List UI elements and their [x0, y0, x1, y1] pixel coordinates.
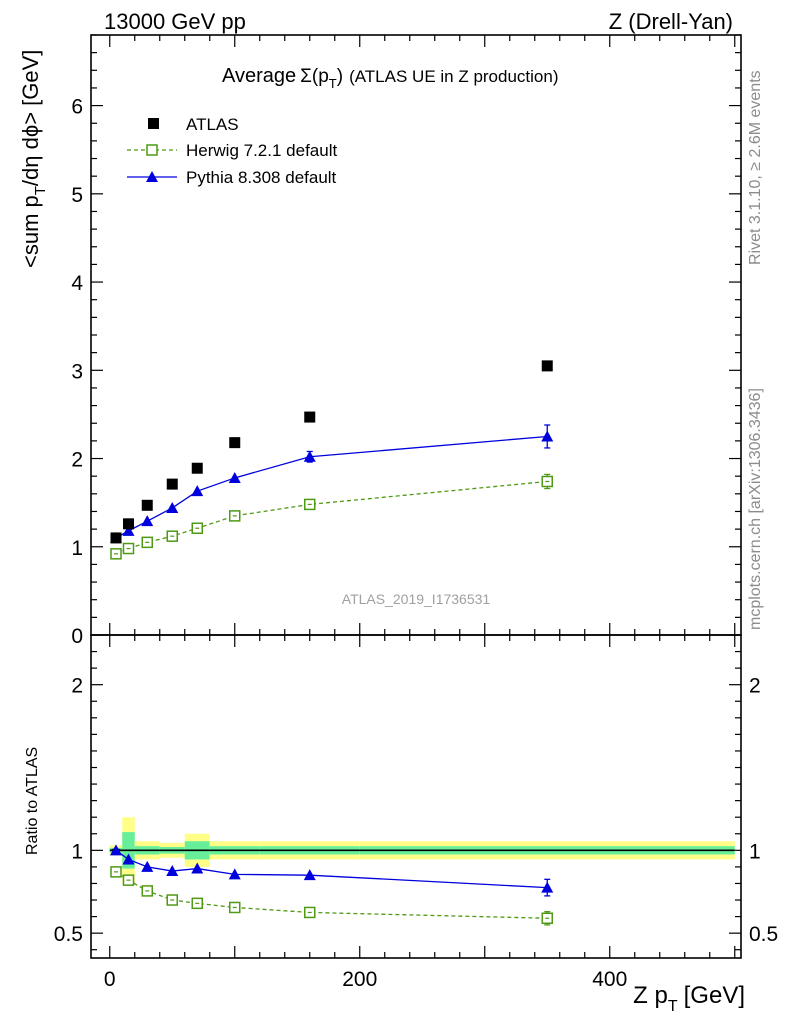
- y-tick-label-main: 2: [71, 449, 83, 472]
- pythia-data-point: [122, 853, 135, 865]
- y-tick-label-main: 6: [71, 96, 83, 119]
- ratio-panel-frame: [90, 634, 742, 959]
- atlas-data-point: [123, 518, 134, 530]
- pythia-data-point: [541, 430, 554, 442]
- atlas-data-point: [304, 411, 316, 423]
- pythia-data-point: [228, 868, 241, 880]
- legend-herwig-label: Herwig 7.2.1 default: [186, 141, 337, 160]
- pythia-data-point: [166, 865, 179, 877]
- legend-herwig-marker: [146, 144, 158, 156]
- y-tick-label-main: 0: [71, 625, 83, 648]
- y-tick-label-main: 1: [71, 537, 83, 560]
- y-tick-label-ratio: 1: [71, 840, 83, 863]
- y-tick-label-ratio: 0.5: [54, 923, 83, 946]
- pythia-data-point: [122, 524, 135, 536]
- x-tick-label: 0: [104, 968, 116, 991]
- atlas-data-point: [141, 499, 153, 511]
- header-right: Z (Drell-Yan): [609, 9, 733, 34]
- x-tick-label: 200: [342, 968, 377, 991]
- main-panel: 0 1 2 3 4 5 6: [71, 34, 741, 648]
- analysis-label: ATLAS_2019_I1736531: [342, 591, 491, 607]
- y-tick-label-main: 5: [71, 184, 83, 207]
- pythia-data-point: [228, 471, 241, 483]
- herwig-series-line: [115, 871, 548, 919]
- atlas-data-point: [166, 478, 178, 490]
- y-tick-label-ratio-right: 1: [749, 840, 761, 863]
- atlas-data-point: [541, 360, 553, 372]
- legend-atlas-label: ATLAS: [186, 115, 239, 134]
- atlas-data-point: [191, 462, 203, 474]
- pythia-data-point: [141, 860, 154, 872]
- x-tick-label: 400: [592, 968, 627, 991]
- pythia-data-point: [191, 485, 204, 497]
- legend-pythia-marker: [146, 171, 158, 182]
- pythia-data-point: [541, 881, 554, 893]
- legend: ATLAS Herwig 7.2.1 default Pythia 8.308 …: [127, 115, 337, 187]
- pythia-data-point: [303, 869, 316, 881]
- pythia-data-point: [110, 844, 122, 856]
- pythia-data-point: [141, 515, 154, 527]
- x-axis-label: Z pT [GeV]: [633, 982, 745, 1015]
- y-tick-label-ratio: 2: [71, 675, 83, 698]
- y-tick-label-main: 3: [71, 360, 83, 383]
- legend-atlas-marker: [148, 118, 159, 129]
- pythia-data-point: [303, 450, 316, 462]
- y-axis-label-main: <sum pT/dη dϕ> [GeV]: [18, 50, 49, 268]
- header-left: 13000 GeV pp: [104, 9, 246, 34]
- mcplots-label: mcplots.cern.ch [arXiv:1306.3436]: [747, 388, 764, 630]
- pythia-data-point: [166, 501, 179, 513]
- y-tick-label-ratio-right: 2: [749, 675, 761, 698]
- herwig-series-line: [115, 480, 548, 555]
- legend-pythia-label: Pythia 8.308 default: [186, 168, 337, 187]
- rivet-label: Rivet 3.1.10, ≥ 2.6M events: [747, 70, 764, 265]
- atlas-data-point: [110, 532, 122, 544]
- ratio-panel: 0 200 400 0.5 0.5 1 1 2 2: [54, 635, 778, 991]
- pythia-data-point: [191, 862, 204, 874]
- y-tick-label-main: 4: [71, 272, 83, 295]
- atlas-data-point: [229, 437, 241, 449]
- y-tick-label-ratio-right: 0.5: [749, 923, 778, 946]
- plot-title: Average Σ(pT) (ATLAS UE in Z production): [222, 65, 559, 91]
- y-axis-label-ratio: Ratio to ATLAS: [24, 747, 41, 855]
